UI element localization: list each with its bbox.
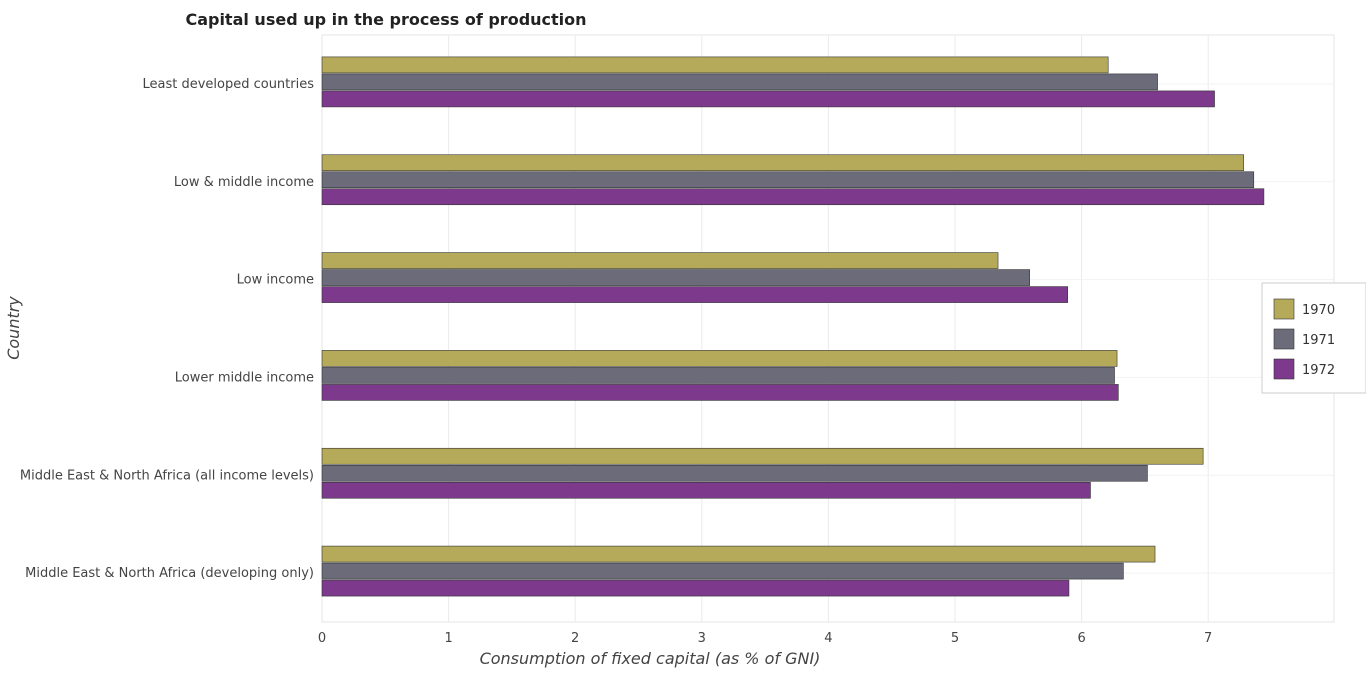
x-tick-label: 3 xyxy=(698,631,706,646)
bar-1971-2 xyxy=(321,269,1030,286)
x-tick-label: 0 xyxy=(318,631,326,646)
x-tick-label: 7 xyxy=(1204,631,1212,646)
y-tick-label: Lower middle income xyxy=(175,370,314,385)
bar-1970-2 xyxy=(321,252,999,269)
bar-1971-0 xyxy=(321,73,1158,91)
legend-swatch-1972 xyxy=(1273,358,1295,380)
y-tick-label: Least developed countries xyxy=(142,77,314,92)
bar-1970-5 xyxy=(321,545,1156,563)
bar-1970-0 xyxy=(321,56,1109,74)
legend-swatch-1970 xyxy=(1273,298,1295,320)
bar-1972-3 xyxy=(321,384,1119,401)
bar-1971-5 xyxy=(321,562,1124,580)
x-tick-label: 6 xyxy=(1077,631,1085,646)
bar-1970-3 xyxy=(321,350,1118,367)
x-tick-label: 5 xyxy=(951,631,959,646)
y-tick-label: Low income xyxy=(237,273,314,288)
bar-1972-1 xyxy=(321,188,1265,206)
legend-label: 1971 xyxy=(1302,333,1335,348)
bar-1970-1 xyxy=(321,154,1244,172)
bar-1971-1 xyxy=(321,171,1255,189)
legend-label: 1972 xyxy=(1302,363,1335,378)
x-axis-ticks: 0 1 2 3 4 5 6 7 xyxy=(318,631,1212,646)
bar-1972-5 xyxy=(321,579,1070,597)
x-axis-title: Consumption of fixed capital (as % of GN… xyxy=(480,649,821,668)
chart-title: Capital used up in the process of produc… xyxy=(185,10,586,29)
bars xyxy=(321,56,1265,597)
x-tick-label: 1 xyxy=(444,631,452,646)
bar-1971-3 xyxy=(321,367,1115,384)
bar-1972-4 xyxy=(321,481,1091,499)
legend-swatch-1971 xyxy=(1273,328,1295,350)
bar-1972-2 xyxy=(321,286,1068,303)
y-axis-title: Country xyxy=(4,296,23,360)
y-tick-label: Low & middle income xyxy=(174,175,314,190)
x-tick-label: 2 xyxy=(571,631,579,646)
legend: 1970 1971 1972 xyxy=(1261,282,1366,394)
y-tick-label: Middle East & North Africa (all income l… xyxy=(20,468,314,483)
y-tick-label: Middle East & North Africa (developing o… xyxy=(25,566,314,581)
x-tick-label: 4 xyxy=(824,631,832,646)
bar-1972-0 xyxy=(321,90,1215,108)
legend-label: 1970 xyxy=(1302,303,1335,318)
bar-1971-4 xyxy=(321,464,1148,482)
bar-1970-4 xyxy=(321,447,1204,465)
y-axis-ticks: Least developed countries Low & middle in… xyxy=(20,77,314,581)
